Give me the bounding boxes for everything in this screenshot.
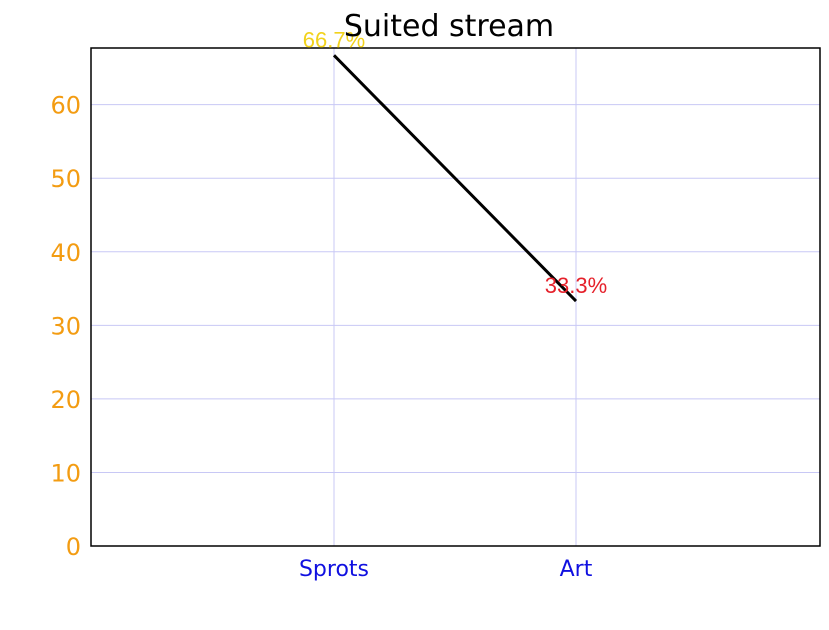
x-tick-label: Art [560, 557, 593, 582]
y-tick-label: 30 [50, 312, 81, 340]
chart-title: Suited stream [344, 9, 554, 44]
y-tick-label: 60 [50, 92, 81, 120]
series-line [332, 54, 578, 303]
y-tick-label: 50 [50, 165, 81, 193]
data-label: 33.3% [545, 273, 607, 298]
y-tick-label: 10 [50, 459, 81, 487]
x-tick-label: Sprots [299, 557, 369, 582]
y-tick-label: 20 [50, 386, 81, 414]
x-axis-ticks: Sprots Art [299, 557, 593, 582]
series [332, 54, 578, 303]
y-tick-label: 0 [66, 533, 81, 561]
y-axis-ticks: 0 10 20 30 40 50 60 [50, 92, 81, 561]
y-tick-label: 40 [50, 239, 81, 267]
data-labels: 66.7% 33.3% [303, 27, 607, 298]
data-label: 66.7% [303, 27, 365, 52]
plot-area-frame [90, 47, 821, 547]
